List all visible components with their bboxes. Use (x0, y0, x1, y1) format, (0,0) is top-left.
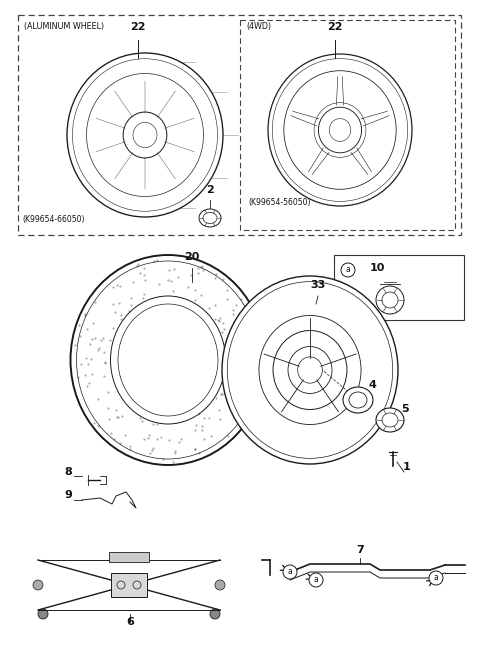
Ellipse shape (222, 276, 398, 464)
Text: (K99654-66050): (K99654-66050) (22, 215, 84, 224)
Text: (4WD): (4WD) (246, 22, 271, 31)
Text: a: a (346, 266, 350, 274)
Circle shape (33, 580, 43, 590)
Circle shape (215, 580, 225, 590)
Bar (111, 573, 147, 597)
Bar (109, 552, 149, 562)
Text: 10: 10 (370, 263, 385, 273)
Text: 6: 6 (126, 617, 134, 627)
Text: 5: 5 (401, 404, 409, 414)
Text: 22: 22 (327, 22, 343, 32)
Text: a: a (288, 567, 292, 577)
Text: 22: 22 (130, 22, 146, 32)
Text: 4: 4 (368, 380, 376, 390)
Text: 33: 33 (311, 280, 325, 290)
Circle shape (341, 263, 355, 277)
Text: 7: 7 (356, 545, 364, 555)
Text: 1: 1 (403, 462, 411, 472)
Text: 20: 20 (184, 252, 200, 262)
Text: 8: 8 (64, 467, 72, 477)
Circle shape (429, 571, 443, 585)
Text: 9: 9 (64, 490, 72, 500)
Text: 2: 2 (206, 185, 214, 195)
Ellipse shape (343, 387, 373, 413)
Text: (ALUMINUM WHEEL): (ALUMINUM WHEEL) (24, 22, 104, 31)
Circle shape (309, 573, 323, 587)
Circle shape (283, 565, 297, 579)
Ellipse shape (376, 408, 404, 432)
Circle shape (38, 609, 48, 619)
Text: a: a (313, 575, 318, 584)
Circle shape (210, 609, 220, 619)
Text: a: a (433, 573, 438, 583)
Text: (K99654-56050): (K99654-56050) (248, 198, 311, 207)
